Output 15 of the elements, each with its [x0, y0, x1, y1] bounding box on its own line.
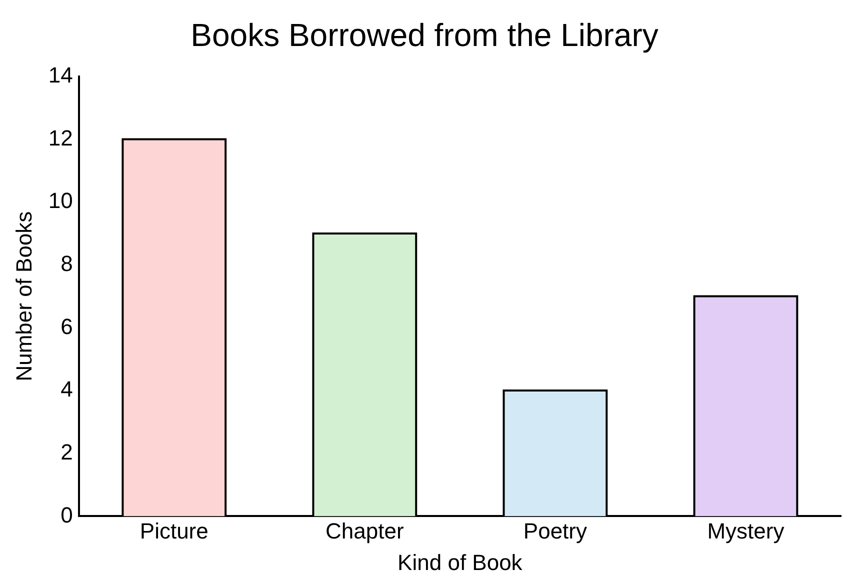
- y-tick-label: 8: [60, 250, 73, 276]
- y-tick-label: 4: [60, 376, 73, 402]
- y-tick-label: 2: [60, 439, 73, 464]
- y-tick-label: 14: [48, 62, 73, 88]
- y-tick-label: 12: [48, 125, 73, 150]
- y-tick-label: 10: [48, 188, 73, 214]
- y-axis-title: Number of Books: [11, 211, 36, 382]
- chart-title: Books Borrowed from the Library: [190, 17, 658, 54]
- x-tick-label: Poetry: [523, 518, 587, 544]
- y-tick-label: 6: [60, 314, 73, 339]
- x-axis-title: Kind of Book: [398, 550, 524, 575]
- x-tick-label: Picture: [140, 518, 208, 544]
- x-tick-label: Mystery: [707, 518, 784, 544]
- y-tick-label: 0: [60, 502, 73, 528]
- x-tick-label: Chapter: [326, 518, 404, 544]
